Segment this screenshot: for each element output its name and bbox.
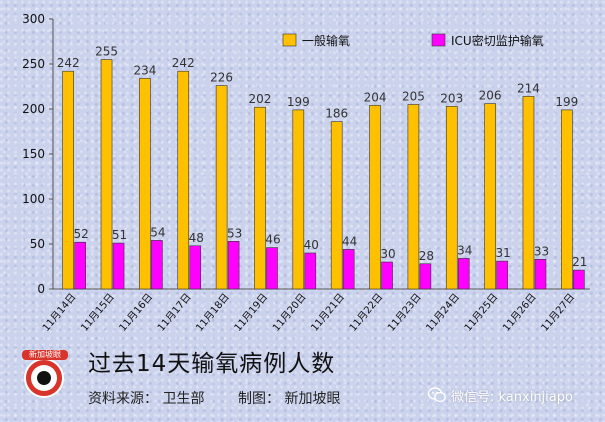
data-label: 21 (572, 255, 587, 269)
bar-icu (534, 258, 547, 290)
logo: 新加坡眼 (22, 350, 68, 402)
legend-label: ICU密切监护输氧 (451, 33, 544, 48)
legend-swatch (282, 33, 297, 47)
data-label: 44 (342, 234, 357, 248)
x-tick-label: 11月17日 (155, 291, 193, 334)
data-label: 54 (150, 225, 165, 239)
bar-general (139, 78, 151, 290)
bar-general (330, 121, 343, 290)
x-tick-label: 11月18日 (193, 291, 231, 334)
data-label: 205 (402, 90, 425, 104)
bar-icu (573, 269, 585, 290)
bar-icu (381, 261, 393, 290)
x-tick-label: 11月26日 (500, 291, 538, 334)
x-tick-label: 11月14日 (40, 291, 78, 334)
x-tick-label: 11月23日 (385, 291, 423, 334)
data-label: 40 (304, 238, 319, 252)
data-label: 31 (495, 246, 510, 260)
data-label: 242 (172, 56, 195, 70)
data-label: 48 (189, 231, 204, 245)
data-label: 52 (74, 227, 89, 241)
x-tick-label: 11月19日 (232, 291, 270, 334)
page-title: 过去14天输氧病例人数 (88, 351, 336, 377)
legend-swatch (431, 33, 446, 47)
bar-general (369, 105, 381, 290)
bar-general (445, 106, 458, 290)
x-tick-label: 11月25日 (462, 291, 500, 334)
x-tick-labels: 11月14日 11月15日 11月16日 11月17日 11月18日 11月19日 11月2… (40, 291, 577, 334)
data-label: 53 (227, 226, 242, 240)
y-tick-label: 250 (22, 57, 45, 71)
value-labels: 242 52 255 51 234 54 242 48 226 53 202 46 199 40 186 44… (57, 45, 588, 270)
bars (62, 59, 585, 290)
x-tick-label: 11月22日 (347, 291, 385, 334)
y-tick-label: 200 (22, 102, 45, 116)
data-label: 242 (57, 56, 80, 70)
bar-general (292, 109, 305, 290)
data-label: 30 (380, 247, 395, 261)
x-tick-label: 11月16日 (117, 291, 155, 334)
data-label: 199 (555, 95, 578, 109)
data-label: 199 (287, 95, 310, 109)
y-tick-label: 150 (22, 147, 45, 161)
data-label: 226 (210, 71, 233, 85)
bar-general (522, 96, 535, 290)
bar-general (215, 85, 228, 290)
data-label: 214 (517, 81, 540, 95)
bar-general (100, 59, 113, 290)
bar-icu (496, 260, 508, 290)
maker-credit: 制图： 新加坡眼 (238, 391, 341, 407)
bar-icu (189, 245, 202, 290)
x-tick-label: 11月21日 (309, 291, 347, 334)
bar-icu (74, 241, 86, 290)
wechat-id: 微信号: kanxinjiapo (428, 384, 573, 406)
y-tick-label: 300 (22, 12, 45, 26)
eye-logo-icon (24, 358, 64, 398)
bar-general (62, 70, 74, 290)
legend-label: 一般输氧 (302, 33, 350, 48)
data-label: 203 (440, 91, 463, 105)
source-credit: 资料来源： 卫生部 (88, 391, 205, 407)
data-label: 186 (325, 107, 348, 121)
y-tick-label: 50 (30, 237, 45, 251)
bar-general (407, 104, 420, 290)
bar-general (254, 106, 266, 290)
bar-icu (304, 252, 317, 290)
data-label: 234 (133, 63, 156, 77)
bar-general (561, 109, 573, 290)
x-tick-label: 11月27日 (539, 291, 577, 334)
bar-icu (266, 247, 278, 290)
bar-icu (419, 263, 432, 290)
bar-icu (227, 241, 240, 290)
data-label: 206 (479, 89, 502, 103)
data-label: 34 (457, 243, 472, 257)
x-tick-label: 11月20日 (270, 291, 308, 334)
bar-icu (151, 240, 163, 290)
data-label: 204 (364, 90, 387, 104)
x-tick-label: 11月24日 (424, 291, 462, 334)
x-tick-label: 11月15日 (78, 291, 116, 334)
data-label: 28 (419, 249, 434, 263)
bar-icu (457, 258, 470, 290)
wechat-icon (428, 387, 446, 403)
y-tick-label: 100 (22, 192, 45, 206)
bar-icu (342, 249, 355, 290)
legend: 一般输氧 ICU密切监护输氧 (282, 33, 544, 48)
y-tick-label: 0 (37, 282, 45, 296)
bar-icu (112, 242, 125, 290)
data-label: 51 (112, 228, 127, 242)
bar-general (484, 103, 496, 290)
wechat-text: 微信号: kanxinjiapo (451, 389, 573, 405)
logo-text: 新加坡眼 (22, 350, 68, 360)
data-label: 255 (95, 45, 118, 59)
data-label: 46 (265, 233, 280, 247)
data-label: 202 (249, 92, 272, 106)
data-label: 33 (534, 244, 549, 258)
bar-general (177, 70, 190, 290)
